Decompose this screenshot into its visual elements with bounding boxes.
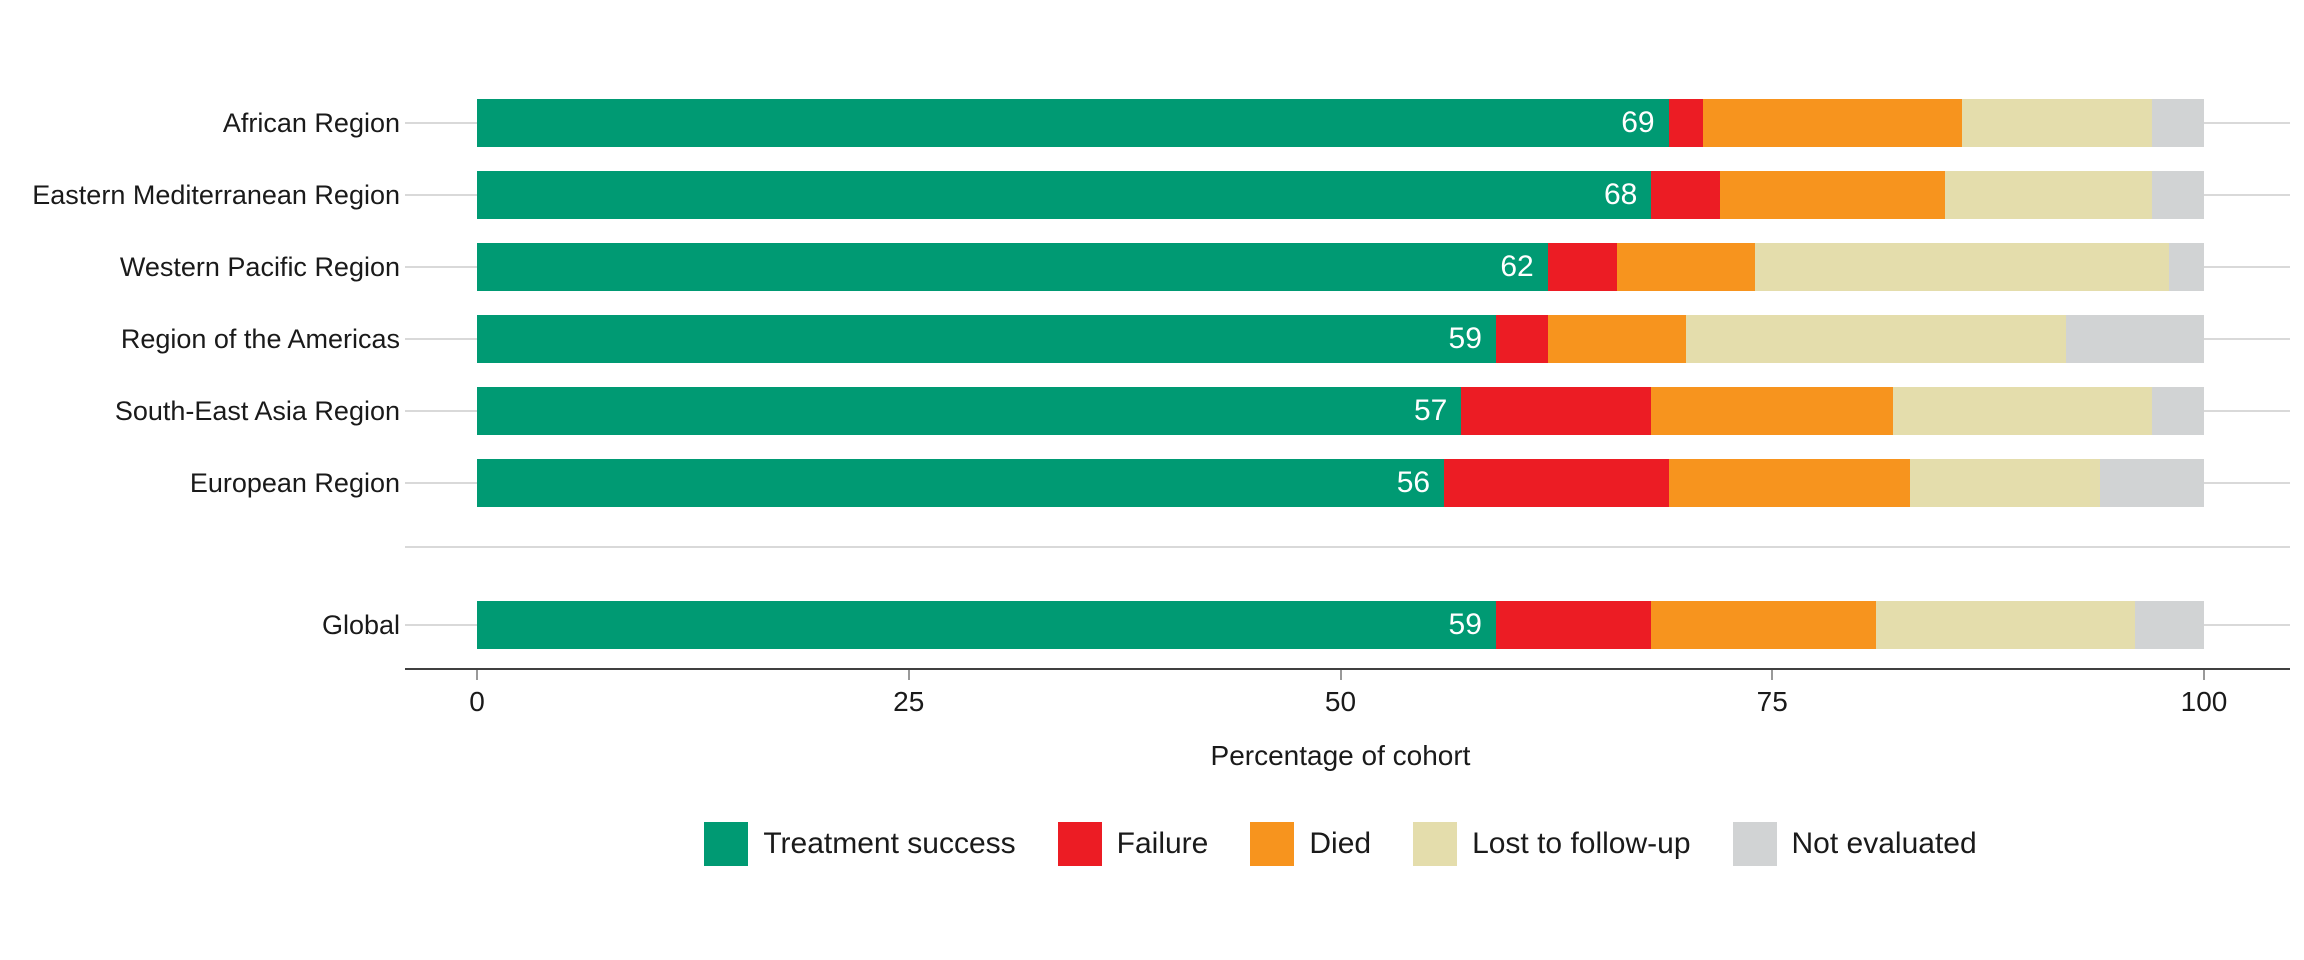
bar-row: 56 xyxy=(477,459,2204,507)
bar-segment-failure xyxy=(1495,601,1652,649)
legend-key-failure xyxy=(1057,822,1102,866)
x-axis-tick-mark xyxy=(476,670,478,680)
legend-label: Failure xyxy=(1116,827,1209,860)
category-label: Western Pacific Region xyxy=(119,252,400,282)
bar-segment-died xyxy=(1668,459,1911,507)
x-axis-tick-mark xyxy=(907,670,910,680)
x-axis-tick-mark xyxy=(1771,670,1774,680)
x-axis-tick-label: 25 xyxy=(893,686,925,717)
bar-segment-lost-to-follow-up xyxy=(1754,243,2170,291)
facet-separator-line xyxy=(405,546,2290,548)
x-axis-tick-mark xyxy=(2203,670,2205,680)
bar-segment-failure xyxy=(1444,459,1669,507)
legend-label: Treatment success xyxy=(763,827,1016,860)
bar-segment-treatment-success xyxy=(477,387,1462,435)
legend-label: Lost to follow-up xyxy=(1472,827,1691,860)
bar-row: 62 xyxy=(477,243,2204,291)
x-axis-tick-label: 100 xyxy=(2180,686,2228,717)
legend-key-not-evaluated xyxy=(1732,822,1777,866)
bar-segment-not-evaluated xyxy=(2152,171,2204,219)
legend-item-died: Died xyxy=(1250,822,1371,866)
bar-row: 57 xyxy=(477,387,2204,435)
x-axis-tick-label: 50 xyxy=(1324,686,1357,717)
bar-segment-lost-to-follow-up xyxy=(1962,99,2153,147)
bar-segment-not-evaluated xyxy=(2152,387,2204,435)
legend-item-treatment-success: Treatment success xyxy=(704,822,1016,866)
x-axis-line xyxy=(405,668,2290,670)
bar-row: 69 xyxy=(477,99,2204,147)
x-axis-title: Percentage of cohort xyxy=(1210,740,1471,771)
bar-row: 59 xyxy=(477,601,2204,649)
category-label: Global xyxy=(321,610,400,640)
bar-segment-failure xyxy=(1668,99,1704,147)
bar-value-label: 56 xyxy=(1396,466,1431,499)
legend-key-treatment-success xyxy=(704,822,749,866)
legend-label: Not evaluated xyxy=(1791,827,1977,860)
bar-segment-lost-to-follow-up xyxy=(1893,387,2153,435)
bar-value-label: 62 xyxy=(1500,250,1534,283)
bar-row: 59 xyxy=(477,315,2204,363)
bar-segment-died xyxy=(1547,315,1686,363)
bar-segment-died xyxy=(1720,171,1945,219)
bar-segment-died xyxy=(1651,601,1876,649)
bar-segment-treatment-success xyxy=(477,171,1652,219)
legend-label: Died xyxy=(1309,827,1372,860)
bar-segment-failure xyxy=(1461,387,1652,435)
category-label: South-East Asia Region xyxy=(114,396,400,426)
bar-segment-died xyxy=(1703,99,1963,147)
x-axis-tick-label: 75 xyxy=(1756,686,1788,717)
bar-value-label: 57 xyxy=(1414,394,1448,427)
bar-segment-lost-to-follow-up xyxy=(1875,601,2135,649)
category-label: Region of the Americas xyxy=(120,324,400,354)
bar-value-label: 69 xyxy=(1621,106,1655,139)
x-axis-tick-label: 0 xyxy=(469,686,485,717)
bar-segment-treatment-success xyxy=(477,601,1496,649)
bar-segment-not-evaluated xyxy=(2152,99,2204,147)
x-axis-tick-mark xyxy=(1339,670,1342,680)
legend-item-failure: Failure xyxy=(1057,822,1209,866)
bar-segment-not-evaluated xyxy=(2100,459,2204,507)
bar-segment-treatment-success xyxy=(477,243,1548,291)
bar-segment-failure xyxy=(1495,315,1548,363)
bar-segment-failure xyxy=(1547,243,1617,291)
bar-segment-not-evaluated xyxy=(2169,243,2204,291)
bar-row: 68 xyxy=(477,171,2204,219)
legend-key-died xyxy=(1250,822,1295,866)
bar-segment-died xyxy=(1651,387,1894,435)
category-label: Eastern Mediterranean Region xyxy=(32,180,400,210)
category-label: African Region xyxy=(222,108,400,138)
bar-segment-lost-to-follow-up xyxy=(1685,315,2066,363)
bar-segment-treatment-success xyxy=(477,315,1496,363)
legend-key-lost-to-follow-up xyxy=(1413,822,1458,866)
bar-segment-lost-to-follow-up xyxy=(1910,459,2101,507)
bar-segment-failure xyxy=(1651,171,1721,219)
bar-segment-not-evaluated xyxy=(2134,601,2204,649)
bar-segment-died xyxy=(1616,243,1755,291)
category-label: European Region xyxy=(189,468,400,498)
bar-segment-not-evaluated xyxy=(2065,315,2204,363)
bar-value-label: 59 xyxy=(1448,608,1482,641)
legend: Treatment success Failure Died Lost to foll… xyxy=(477,818,2204,870)
bar-value-label: 68 xyxy=(1603,178,1638,211)
bar-segment-treatment-success xyxy=(477,99,1669,147)
bar-segment-lost-to-follow-up xyxy=(1944,171,2153,219)
legend-item-lost-to-follow-up: Lost to follow-up xyxy=(1413,822,1691,866)
bar-segment-treatment-success xyxy=(477,459,1445,507)
legend-item-not-evaluated: Not evaluated xyxy=(1732,822,1977,866)
bar-value-label: 59 xyxy=(1448,322,1482,355)
